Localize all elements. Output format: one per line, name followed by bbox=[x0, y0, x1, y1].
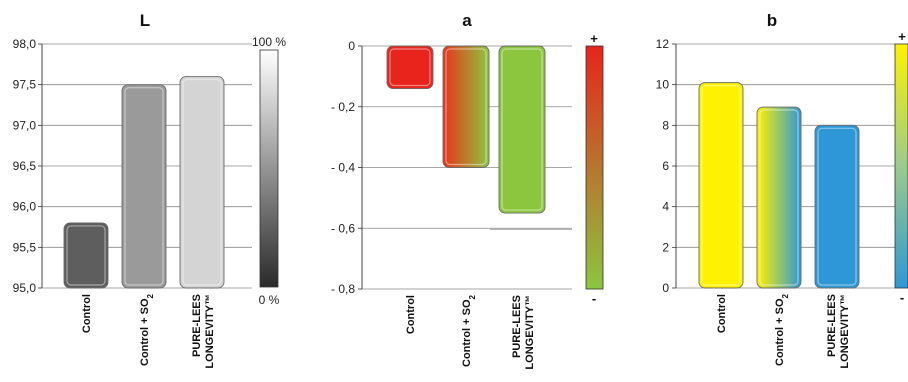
category-label-text: Control bbox=[716, 294, 728, 333]
bar-highlight bbox=[124, 87, 164, 286]
category-label-line: PURE-LEES bbox=[191, 294, 203, 357]
category-labels: Control Control + SO2 PURE-LEES LONGEVITY™ bbox=[716, 293, 851, 368]
category-label-text: Control + SO2 bbox=[139, 293, 155, 366]
color-scale: + - bbox=[894, 29, 908, 305]
bar-2 bbox=[121, 84, 167, 289]
bar-highlight bbox=[389, 48, 431, 87]
bars bbox=[63, 76, 225, 289]
chart-title: a bbox=[462, 11, 472, 30]
bar-highlight bbox=[66, 225, 106, 286]
bars bbox=[698, 82, 860, 289]
scale-top-label: + bbox=[898, 29, 906, 44]
category-label-line: PURE-LEES bbox=[826, 294, 838, 357]
scale-bar bbox=[259, 49, 279, 288]
bar-2 bbox=[442, 45, 490, 168]
y-axis: 0 2 4 6 8 10 12 bbox=[656, 37, 677, 295]
chart-title: L bbox=[140, 11, 150, 30]
category-label-text: Control + SO2 bbox=[461, 294, 477, 367]
y-tick-label: - 0,4 bbox=[331, 161, 355, 175]
y-tick-label: - 0,6 bbox=[331, 221, 355, 235]
bar-highlight bbox=[501, 48, 543, 211]
y-tick-label: 10 bbox=[656, 78, 670, 92]
category-label: PURE-LEES LONGEVITY™ bbox=[191, 294, 216, 369]
category-label-line: LONGEVITY™ bbox=[204, 294, 216, 369]
bar-3 bbox=[814, 124, 860, 289]
y-tick-label: 98,0 bbox=[13, 37, 37, 51]
color-scale: 100 % 0 % bbox=[252, 35, 286, 307]
category-label-text: Control bbox=[405, 295, 417, 334]
scale-bar bbox=[894, 43, 908, 289]
y-tick-label: 97,5 bbox=[13, 78, 37, 92]
chart-title: b bbox=[767, 11, 777, 30]
y-axis: 0 - 0,2 - 0,4 - 0,6 - 0,8 bbox=[331, 39, 363, 296]
bar-1 bbox=[63, 222, 109, 289]
bar-2 bbox=[756, 106, 802, 289]
category-label-line: LONGEVITY™ bbox=[839, 294, 851, 369]
bar-highlight bbox=[817, 127, 857, 286]
bar-3 bbox=[498, 45, 546, 214]
bar-highlight bbox=[445, 48, 487, 166]
bar-1 bbox=[698, 82, 744, 289]
bar-highlight bbox=[182, 78, 222, 286]
category-label: Control bbox=[716, 294, 728, 333]
category-label: PURE-LEES LONGEVITY™ bbox=[511, 295, 536, 370]
y-tick-label: 95,5 bbox=[13, 240, 37, 254]
scale-bottom-label: - bbox=[592, 291, 596, 306]
scale-bottom-label: - bbox=[900, 290, 904, 305]
scale-bottom-label: 0 % bbox=[259, 293, 280, 307]
y-tick-label: 2 bbox=[662, 240, 669, 254]
scale-top-label: 100 % bbox=[252, 35, 286, 49]
y-tick-label: - 0,8 bbox=[331, 282, 355, 296]
category-label-line: LONGEVITY™ bbox=[524, 295, 536, 370]
category-label-text: Control bbox=[81, 294, 93, 333]
category-label-text: Control + SO2 bbox=[774, 293, 790, 366]
bar-highlight bbox=[759, 109, 799, 286]
scale-bar bbox=[585, 45, 604, 290]
category-label-line: PURE-LEES bbox=[511, 295, 523, 358]
y-tick-label: 0 bbox=[348, 39, 355, 53]
category-label: PURE-LEES LONGEVITY™ bbox=[826, 294, 851, 369]
y-axis: 95,0 95,5 96,0 96,5 97,0 97,5 98,0 bbox=[13, 37, 43, 295]
category-label: Control + SO2 bbox=[461, 294, 477, 367]
bar-1 bbox=[386, 45, 434, 89]
bar-3 bbox=[179, 76, 225, 289]
y-tick-label: 96,5 bbox=[13, 159, 37, 173]
chart-L: L 95,095,596,096,597,097,598,0 Control Co… bbox=[13, 11, 287, 369]
y-tick-label: 0 bbox=[662, 281, 669, 295]
bar-highlight bbox=[701, 85, 741, 286]
chart-b: b 0 2 4 6 8 10 12 Control Control + SO2 PURE-LEE… bbox=[656, 11, 908, 369]
scale-top-label: + bbox=[590, 31, 598, 46]
y-tick-label: 4 bbox=[662, 200, 669, 214]
y-tick-label: - 0,2 bbox=[331, 100, 355, 114]
category-labels: Control Control + SO2 PURE-LEES LONGEVITY™ bbox=[81, 293, 216, 368]
category-label: Control bbox=[405, 295, 417, 334]
category-labels: Control Control + SO2 PURE-LEES LONGEVITY™ bbox=[405, 294, 536, 369]
y-tick-label: 96,0 bbox=[13, 200, 37, 214]
y-tick-label: 12 bbox=[656, 37, 670, 51]
category-label: Control + SO2 bbox=[139, 293, 155, 366]
category-label: Control bbox=[81, 294, 93, 333]
chart-a: a 0 - 0,2 - 0,4 - 0,6 - 0,8 Control Control +… bbox=[331, 11, 604, 370]
y-tick-label: 8 bbox=[662, 118, 669, 132]
y-tick-label: 6 bbox=[662, 159, 669, 173]
y-tick-label: 95,0 bbox=[13, 281, 37, 295]
bars bbox=[386, 45, 546, 214]
color-scale: + - bbox=[585, 31, 604, 306]
category-label: Control + SO2 bbox=[774, 293, 790, 366]
y-tick-label: 97,0 bbox=[13, 118, 37, 132]
